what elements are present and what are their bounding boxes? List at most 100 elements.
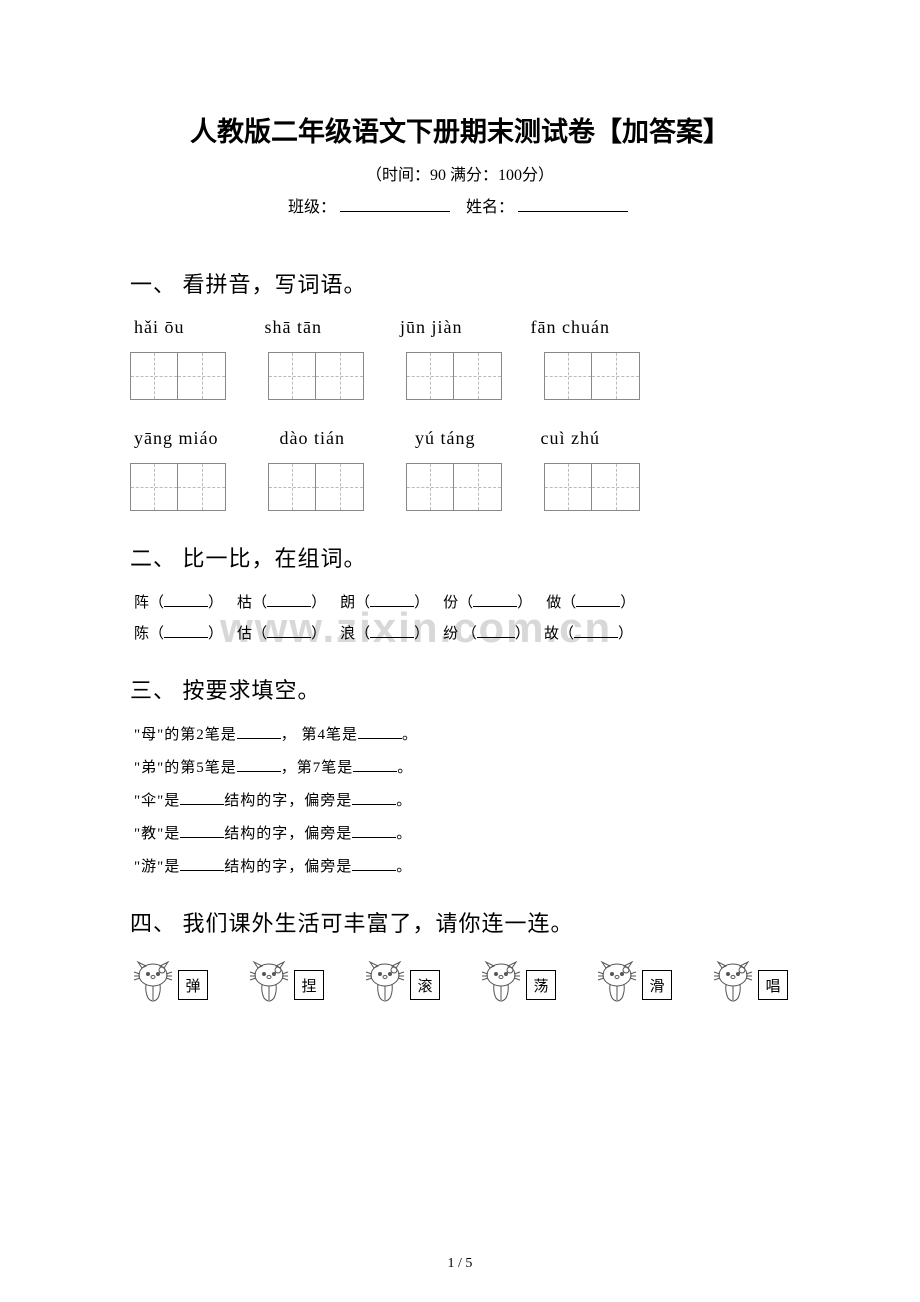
blank[interactable]	[267, 593, 311, 607]
connect-item: 滑	[596, 960, 672, 1010]
text: 。	[402, 727, 418, 743]
blank[interactable]	[352, 855, 396, 871]
char: 朗	[340, 595, 355, 611]
pinyin-8: cuì zhú	[541, 428, 661, 449]
box-pair[interactable]	[268, 352, 364, 400]
text: 。	[396, 793, 412, 809]
connect-item: 唱	[712, 960, 788, 1010]
blank[interactable]	[473, 593, 517, 607]
text: "母"的第2笔是	[134, 727, 237, 743]
document-title: 人教版二年级语文下册期末测试卷【加答案】	[130, 110, 790, 149]
boxes-row-2	[130, 463, 790, 511]
connect-row: <> 弹 捏 滚 荡	[130, 960, 790, 1010]
box-pair[interactable]	[130, 463, 226, 511]
char: 陈	[134, 626, 149, 642]
text: 结构的字，偏旁是	[224, 793, 352, 809]
blank[interactable]	[576, 593, 620, 607]
box-pair[interactable]	[130, 352, 226, 400]
pinyin-3: jūn jiàn	[400, 317, 525, 338]
box-pair[interactable]	[544, 352, 640, 400]
section-3: 三、 按要求填空。 "母"的第2笔是， 第4笔是。 "弟"的第5笔是，第7笔是。…	[130, 673, 790, 876]
box-pair[interactable]	[406, 463, 502, 511]
blank[interactable]	[180, 855, 224, 871]
text: "伞"是	[134, 793, 180, 809]
connect-char[interactable]: 滚	[410, 970, 440, 1000]
section-3-heading: 三、 按要求填空。	[130, 673, 790, 705]
char: 做	[546, 595, 561, 611]
connect-item: <> 弹	[132, 960, 208, 1010]
boxes-row-1	[130, 352, 790, 400]
text: "教"是	[134, 826, 180, 842]
text: 。	[396, 859, 412, 875]
blank[interactable]	[352, 789, 396, 805]
connect-item: 荡	[480, 960, 556, 1010]
text: "弟"的第5笔是	[134, 760, 237, 776]
page-number: 1 / 5	[0, 1256, 920, 1272]
text: ， 第4笔是	[281, 727, 358, 743]
char: 浪	[340, 626, 355, 642]
blank[interactable]	[352, 822, 396, 838]
content: 人教版二年级语文下册期末测试卷【加答案】 （时间：90 满分：100分） 班级：…	[130, 110, 790, 1010]
blank[interactable]	[237, 756, 281, 772]
section-1: 一、 看拼音，写词语。 hǎi ōu shā tān jūn jiàn fān …	[130, 267, 790, 511]
fill-line: "母"的第2笔是 ， 第4笔是 。	[134, 723, 790, 744]
fill-line: "弟"的第5笔是 ，第7笔是 。	[134, 756, 790, 777]
text: 结构的字，偏旁是	[224, 826, 352, 842]
connect-item: 滚	[364, 960, 440, 1010]
blank[interactable]	[237, 723, 281, 739]
blank[interactable]	[574, 624, 618, 638]
fill-line: "伞"是 结构的字，偏旁是 。	[134, 789, 790, 810]
text: "游"是	[134, 859, 180, 875]
kitty-icon	[480, 960, 522, 1010]
blank[interactable]	[353, 756, 397, 772]
pinyin-6: dào tián	[280, 428, 410, 449]
blank[interactable]	[180, 789, 224, 805]
section-2: 二、 比一比，在组词。 阵（） 枯（） 朗（） 份（） 做（） 陈（） 估（） …	[130, 541, 790, 643]
blank[interactable]	[358, 723, 402, 739]
name-label: 姓名：	[466, 199, 514, 216]
text: ，第7笔是	[281, 760, 354, 776]
pinyin-4: fān chuán	[531, 317, 661, 338]
blank[interactable]	[164, 593, 208, 607]
name-blank[interactable]	[518, 211, 628, 212]
connect-char[interactable]: 弹	[178, 970, 208, 1000]
blank[interactable]	[267, 624, 311, 638]
fill-line: "游"是结构的字，偏旁是。	[134, 855, 790, 876]
text: 。	[397, 760, 413, 776]
section-4: 四、 我们课外生活可丰富了，请你连一连。 <> 弹 捏 滚	[130, 906, 790, 1010]
compare-row-2: 陈（） 估（） 浪（） 纷 （） 故（）	[134, 622, 790, 643]
connect-char[interactable]: 滑	[642, 970, 672, 1000]
blank[interactable]	[477, 624, 515, 638]
subtitle: （时间：90 满分：100分）	[130, 161, 790, 185]
kitty-icon	[596, 960, 638, 1010]
pinyin-5: yāng miáo	[134, 428, 274, 449]
section-4-heading: 四、 我们课外生活可丰富了，请你连一连。	[130, 906, 790, 938]
connect-item: 捏	[248, 960, 324, 1010]
kitty-icon: <>	[132, 960, 174, 1010]
blank[interactable]	[164, 624, 208, 638]
box-pair[interactable]	[544, 463, 640, 511]
class-blank[interactable]	[340, 211, 450, 212]
char: 估	[237, 626, 252, 642]
blank[interactable]	[180, 822, 224, 838]
section-2-heading: 二、 比一比，在组词。	[130, 541, 790, 573]
box-pair[interactable]	[268, 463, 364, 511]
kitty-icon	[248, 960, 290, 1010]
pinyin-row-2: yāng miáo dào tián yú táng cuì zhú	[134, 428, 790, 449]
connect-char[interactable]: 荡	[526, 970, 556, 1000]
pinyin-7: yú táng	[415, 428, 535, 449]
char: 纷	[443, 626, 458, 642]
text: 。	[396, 826, 412, 842]
blank[interactable]	[370, 624, 414, 638]
connect-char[interactable]: 捏	[294, 970, 324, 1000]
char: 故	[544, 626, 559, 642]
pinyin-1: hǎi ōu	[134, 317, 259, 338]
section-1-heading: 一、 看拼音，写词语。	[130, 267, 790, 299]
pinyin-row-1: hǎi ōu shā tān jūn jiàn fān chuán	[134, 317, 790, 338]
connect-char[interactable]: 唱	[758, 970, 788, 1000]
char: 份	[443, 595, 458, 611]
box-pair[interactable]	[406, 352, 502, 400]
blank[interactable]	[370, 593, 414, 607]
compare-row-1: 阵（） 枯（） 朗（） 份（） 做（）	[134, 591, 790, 612]
student-info: 班级： 姓名：	[130, 193, 790, 217]
